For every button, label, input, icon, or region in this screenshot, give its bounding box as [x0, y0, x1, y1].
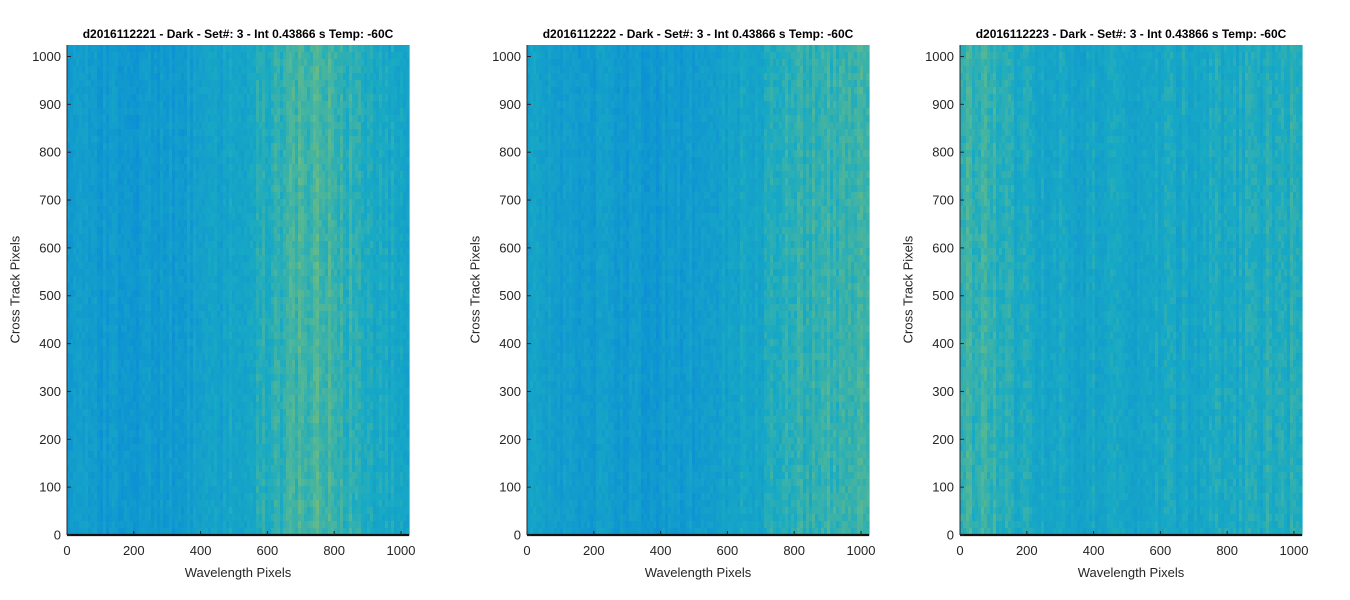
y-tick-label: 800 [932, 145, 954, 160]
subplot-2-xlabel: Wavelength Pixels [598, 565, 798, 580]
y-tick-label: 700 [39, 193, 61, 208]
subplot-2-plot: 0 200 400 600 800 1000 0 100 200 300 400 500 600 700 8… [492, 45, 876, 558]
x-tick-label: 200 [123, 543, 145, 558]
heatmap-image [527, 45, 870, 536]
y-tick-label: 300 [39, 384, 61, 399]
y-tick-label: 0 [514, 528, 521, 543]
y-tick-label: 200 [39, 432, 61, 447]
subplot-1-plot: 0 200 400 600 800 1000 0 100 200 300 400 500 600 700 8… [32, 45, 416, 558]
y-tick-label: 800 [499, 145, 521, 160]
x-tick-label: 600 [717, 543, 739, 558]
x-tick-label: 1000 [1280, 543, 1309, 558]
x-tick-label: 800 [1216, 543, 1238, 558]
subplot-2-title: d2016112222 - Dark - Set#: 3 - Int 0.438… [498, 27, 898, 41]
x-tick-label: 400 [1083, 543, 1105, 558]
y-tick-label: 1000 [32, 49, 61, 64]
x-tick-label: 1000 [847, 543, 876, 558]
x-tick-label: 600 [1150, 543, 1172, 558]
y-tick-label: 400 [499, 336, 521, 351]
x-tick-label: 1000 [387, 543, 416, 558]
y-tick-label: 500 [499, 288, 521, 303]
x-tick-label: 200 [1016, 543, 1038, 558]
y-tick-label: 0 [947, 528, 954, 543]
y-tick-label: 800 [39, 145, 61, 160]
subplot-1-ylabel: Cross Track Pixels [8, 215, 23, 365]
heatmap-image [960, 45, 1303, 536]
y-tick-label: 700 [932, 193, 954, 208]
y-tick-label: 900 [39, 97, 61, 112]
x-tick-label: 800 [783, 543, 805, 558]
x-tick-label: 0 [956, 543, 963, 558]
y-tick-label: 600 [499, 240, 521, 255]
x-tick-label: 200 [583, 543, 605, 558]
x-tick-label: 800 [323, 543, 345, 558]
y-tick-label: 300 [499, 384, 521, 399]
y-tick-label: 900 [932, 97, 954, 112]
y-tick-label: 300 [932, 384, 954, 399]
x-tick-label: 400 [650, 543, 672, 558]
y-tick-label: 400 [39, 336, 61, 351]
y-tick-label: 500 [932, 288, 954, 303]
subplot-3-xlabel: Wavelength Pixels [1031, 565, 1231, 580]
x-tick-label: 400 [190, 543, 212, 558]
subplot-3-title: d2016112223 - Dark - Set#: 3 - Int 0.438… [931, 27, 1331, 41]
y-tick-label: 100 [39, 480, 61, 495]
y-tick-label: 500 [39, 288, 61, 303]
x-tick-label: 600 [257, 543, 279, 558]
y-tick-label: 700 [499, 193, 521, 208]
y-tick-label: 200 [932, 432, 954, 447]
y-tick-label: 1000 [492, 49, 521, 64]
y-tick-label: 600 [932, 240, 954, 255]
y-tick-label: 0 [54, 528, 61, 543]
y-tick-label: 900 [499, 97, 521, 112]
subplot-1-xlabel: Wavelength Pixels [138, 565, 338, 580]
y-tick-label: 200 [499, 432, 521, 447]
y-tick-label: 100 [932, 480, 954, 495]
subplot-3-plot: 0 200 400 600 800 1000 0 100 200 300 400 500 600 700 8… [925, 45, 1309, 558]
y-tick-label: 400 [932, 336, 954, 351]
subplot-3-ylabel: Cross Track Pixels [901, 215, 916, 365]
subplot-1-title: d2016112221 - Dark - Set#: 3 - Int 0.438… [38, 27, 438, 41]
y-tick-label: 1000 [925, 49, 954, 64]
y-tick-label: 100 [499, 480, 521, 495]
subplot-2-ylabel: Cross Track Pixels [468, 215, 483, 365]
x-tick-label: 0 [63, 543, 70, 558]
y-tick-label: 600 [39, 240, 61, 255]
heatmap-image [67, 45, 410, 536]
x-tick-label: 0 [523, 543, 530, 558]
